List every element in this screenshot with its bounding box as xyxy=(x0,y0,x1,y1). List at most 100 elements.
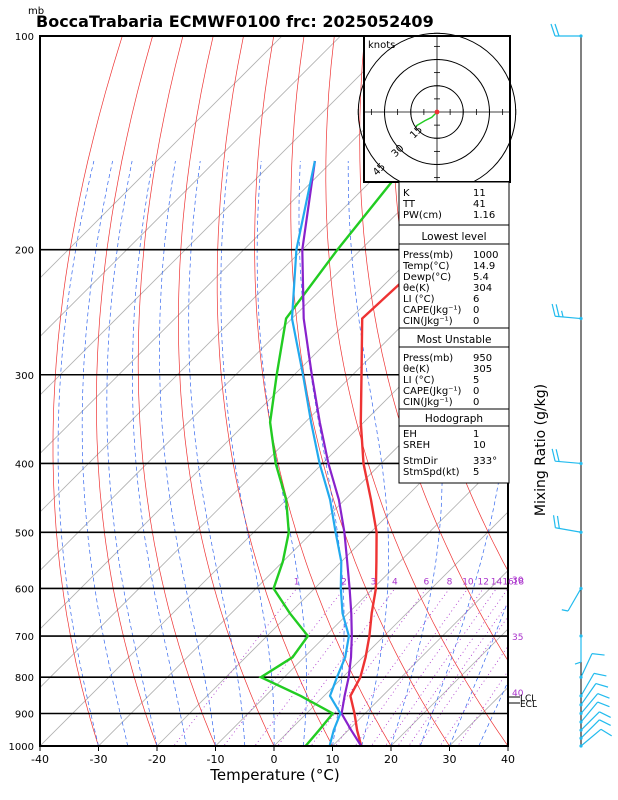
wind-barb-flag xyxy=(595,682,609,688)
wind-barb-flag xyxy=(561,609,569,612)
pressure-tick-label: 900 xyxy=(15,710,34,721)
wind-barb-shaft xyxy=(580,719,600,739)
index-row-label: StmDir xyxy=(403,456,438,467)
isotherm-line xyxy=(40,218,508,689)
moist-adiabat-line xyxy=(81,160,129,746)
wind-barb-base xyxy=(579,744,583,748)
wind-barb-flag xyxy=(597,693,610,699)
wind-barb-base xyxy=(579,711,583,716)
dry-adiabat-line xyxy=(607,36,618,761)
index-row-value: 1.16 xyxy=(473,210,495,221)
isotherm-line xyxy=(156,394,508,746)
wind-barb-flag xyxy=(551,303,556,317)
wind-barb-base xyxy=(579,720,583,724)
moist-adiabat-line xyxy=(57,160,99,746)
index-row-value: 11 xyxy=(473,188,486,199)
moist-adiabat-line xyxy=(132,160,187,746)
wind-barb-shaft xyxy=(580,701,599,723)
wind-barb-base xyxy=(579,461,583,466)
index-row-label: θe(K) xyxy=(403,364,430,375)
pressure-tick-label: 300 xyxy=(15,371,34,382)
wind-barb-shaft xyxy=(555,315,582,320)
index-row-label: CIN(Jkg⁻¹) xyxy=(403,316,453,327)
mixing-ratio-label: 1 xyxy=(294,577,300,587)
index-row-value: 6 xyxy=(473,294,479,305)
box-title: Lowest level xyxy=(421,231,486,243)
mixing-ratio-label: 8 xyxy=(447,577,453,587)
level-marker-label: ECL xyxy=(520,700,537,710)
pressure-tick-label: 400 xyxy=(15,459,34,470)
index-row-value: 0 xyxy=(473,397,479,408)
x-tick-label: 40 xyxy=(501,753,515,766)
mixing-ratio-line xyxy=(277,588,396,746)
pressure-tick-label: 1000 xyxy=(9,742,34,753)
moist-adiabat-line xyxy=(347,161,389,746)
mixing-ratio-label: 16 xyxy=(502,577,514,587)
pressure-tick-label: 700 xyxy=(15,632,34,643)
dry-adiabat-line xyxy=(546,36,618,761)
dry-adiabat-line xyxy=(290,36,450,746)
index-row-label: θe(K) xyxy=(403,283,430,294)
index-row-label: CAPE(Jkg⁻¹) xyxy=(403,305,461,316)
wind-barb-flag xyxy=(550,23,556,37)
dry-adiabat-line xyxy=(516,36,618,761)
wind-barb-flag xyxy=(574,661,582,665)
isotherm-line xyxy=(40,36,342,338)
stability-indices-box xyxy=(398,181,510,226)
theta-label: 30 xyxy=(512,576,524,586)
mixing-ratio-line xyxy=(370,588,484,746)
mixing-ratio-line xyxy=(384,588,497,746)
wind-barb-shaft xyxy=(580,653,593,678)
index-row-label: SREH xyxy=(403,440,430,451)
index-row-label: Temp(°C) xyxy=(402,261,450,272)
wind-barb-flag xyxy=(551,448,556,462)
moist-adiabat-line xyxy=(298,160,345,746)
most-unstable-box xyxy=(398,327,510,410)
parcel-line xyxy=(301,160,363,746)
index-row-value: 5 xyxy=(473,375,479,386)
wind-barb-flag xyxy=(552,515,556,528)
pressure-tick-label: 500 xyxy=(15,528,34,539)
dewpoint-line xyxy=(258,43,508,746)
index-row-label: Press(mb) xyxy=(403,353,453,364)
mixing-ratio-label: 18 xyxy=(513,577,525,587)
index-row-value: 10 xyxy=(473,440,486,451)
wind-barb-flag xyxy=(555,449,560,462)
index-row-label: CAPE(Jkg⁻¹) xyxy=(403,386,461,397)
index-row-label: EH xyxy=(403,429,417,440)
wind-barb-flag xyxy=(599,711,611,718)
wind-barb-flag xyxy=(554,23,560,37)
index-row-label: LI (°C) xyxy=(403,294,435,305)
index-row-value: 0 xyxy=(473,316,479,327)
index-row-value: 41 xyxy=(473,199,486,210)
isotherm-line xyxy=(40,36,283,279)
index-row-value: 950 xyxy=(473,353,492,364)
index-row-value: 0 xyxy=(473,305,479,316)
wind-barb-shaft xyxy=(555,527,582,533)
mixing-ratio-label: 4 xyxy=(392,577,398,587)
dry-adiabat-line xyxy=(52,36,123,746)
pressure-tick-label: 200 xyxy=(15,246,34,257)
dry-adiabat-line xyxy=(325,36,508,746)
pressure-tick-label: 800 xyxy=(15,673,34,684)
wind-barb-base xyxy=(579,34,583,38)
mixing-ratio-label: 6 xyxy=(423,577,429,587)
mixing-ratio-line xyxy=(254,588,374,746)
x-axis-label: Temperature (°C) xyxy=(209,766,339,784)
dry-adiabat-line xyxy=(178,36,275,746)
isotherm-line xyxy=(214,452,508,746)
moist-adiabat-line xyxy=(159,160,216,746)
index-row-value: 0 xyxy=(473,386,479,397)
moist-adiabat-line xyxy=(449,600,508,746)
wet-bulb-line xyxy=(290,160,351,746)
isotherm-line xyxy=(40,160,508,630)
index-row-value: 1000 xyxy=(473,250,498,261)
index-row-value: 304 xyxy=(473,283,492,294)
lowest-level-box xyxy=(398,224,510,329)
isotherm-line xyxy=(390,628,508,746)
wind-barb-base xyxy=(579,703,583,707)
wind-barb-base xyxy=(579,316,583,321)
dry-adiabat-line xyxy=(577,36,618,761)
x-tick-label: -40 xyxy=(31,753,49,766)
wind-barb-shaft xyxy=(567,588,582,612)
